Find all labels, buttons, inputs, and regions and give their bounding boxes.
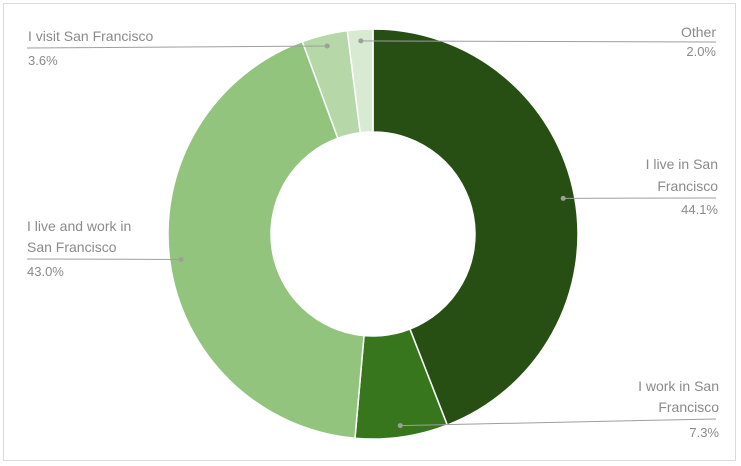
slice-label-live-line1: I live in San xyxy=(646,156,718,172)
slice-label-visit: I visit San Francisco xyxy=(28,28,153,44)
slice-percent-liveandwork: 43.0% xyxy=(27,264,64,279)
leader-dot-3 xyxy=(324,43,330,49)
donut-slice-0 xyxy=(372,28,579,427)
slice-percent-visit: 3.6% xyxy=(28,53,58,68)
leader-dot-2 xyxy=(178,256,184,262)
leader-line-1 xyxy=(400,418,717,427)
slice-label-work-line2: Francisco xyxy=(658,399,719,415)
leader-dot-1 xyxy=(397,423,403,429)
leader-line-4 xyxy=(360,40,717,43)
slice-label-liveandwork-line1: I live and work in xyxy=(27,218,131,234)
slice-label-other: Other xyxy=(681,24,716,40)
slice-label-live-line2: Francisco xyxy=(657,178,718,194)
slice-label-liveandwork-line2: San Francisco xyxy=(27,239,117,255)
leader-dot-4 xyxy=(358,38,364,44)
leader-line-3 xyxy=(26,45,328,49)
slice-percent-other: 2.0% xyxy=(686,44,716,59)
donut-slice-4 xyxy=(346,28,374,134)
slice-percent-work: 7.3% xyxy=(689,425,719,440)
leader-dot-0 xyxy=(560,195,566,201)
slice-label-work-line1: I work in San xyxy=(638,378,719,394)
slice-percent-live: 44.1% xyxy=(681,202,718,217)
donut-slice-2 xyxy=(167,40,365,440)
